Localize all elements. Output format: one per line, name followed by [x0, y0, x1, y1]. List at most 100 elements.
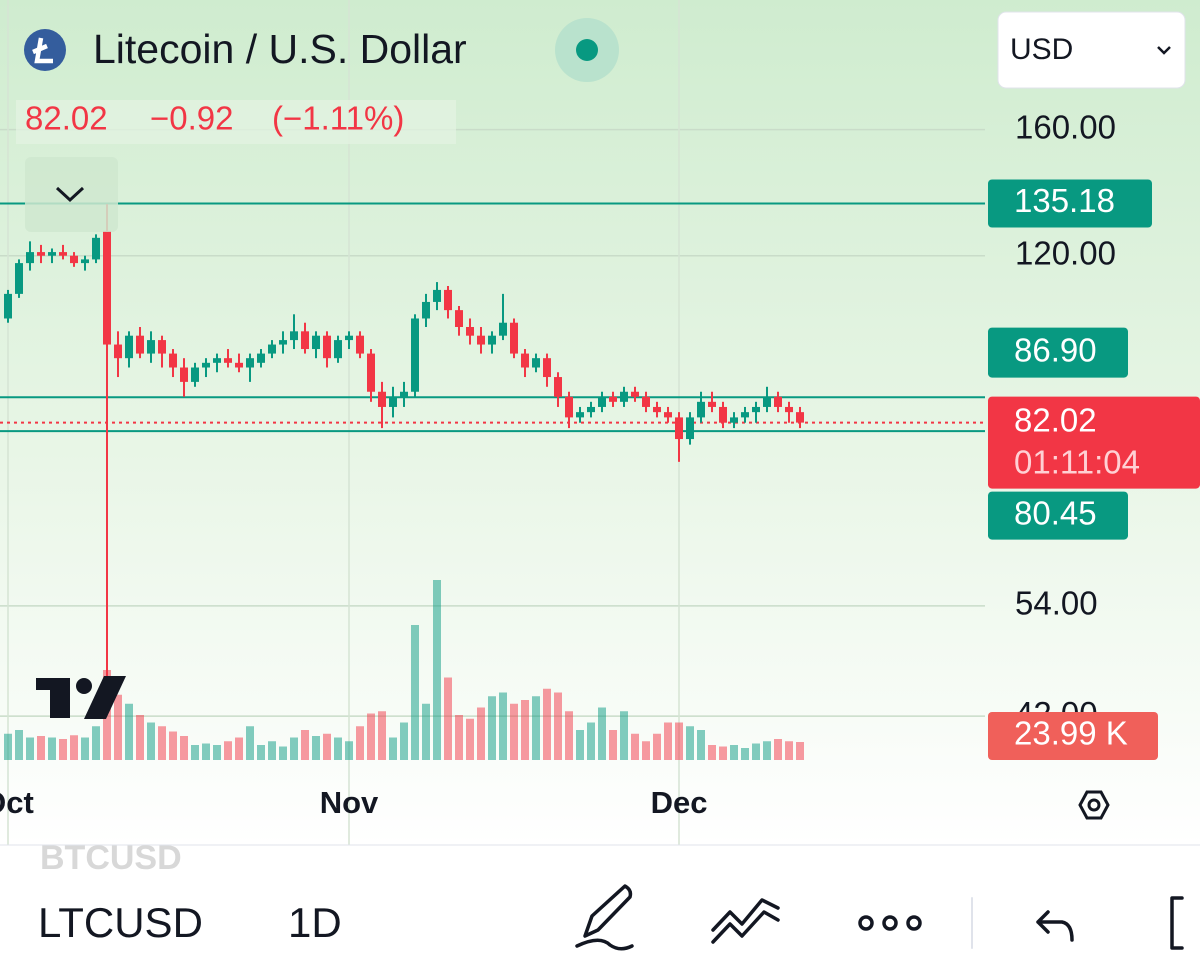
currency-label: USD — [1010, 33, 1073, 66]
settings-button[interactable] — [1078, 790, 1110, 820]
symbol-title[interactable]: Litecoin / U.S. Dollar — [93, 26, 467, 72]
tv-logo — [36, 676, 126, 719]
candle-body — [26, 252, 34, 264]
candle-body — [642, 396, 650, 407]
volume-tag — [988, 712, 1158, 761]
volume-bar — [246, 726, 254, 760]
price-line-tag — [988, 179, 1152, 228]
price-line-tag-label: 135.18 — [1014, 182, 1115, 219]
candle-body — [576, 412, 584, 418]
volume-bar — [81, 737, 89, 760]
candle-body — [114, 344, 122, 359]
x-tick-label: Nov — [320, 785, 379, 820]
candle-body — [719, 406, 727, 423]
volume-bar — [631, 733, 639, 760]
price-line-tag — [988, 327, 1128, 378]
price-change-pct: (−1.11%) — [272, 100, 404, 137]
candle-body — [235, 362, 243, 368]
candle-body — [356, 335, 364, 354]
candle-body — [752, 406, 760, 413]
candle-body — [4, 293, 12, 319]
candle-body — [477, 335, 485, 345]
candle-body — [708, 401, 716, 407]
volume-bar — [114, 694, 122, 760]
volume-bar — [180, 736, 188, 760]
candle-body — [455, 310, 463, 327]
last-price-tag — [988, 396, 1200, 489]
volume-bar — [565, 711, 573, 760]
volume-bar — [191, 745, 199, 760]
collapse-button[interactable] — [25, 157, 118, 232]
volume-bar — [609, 730, 617, 760]
candle-body — [488, 335, 496, 345]
chevron-down — [1157, 46, 1171, 55]
volume-bar — [37, 736, 45, 760]
draw-tool-button[interactable] — [575, 884, 634, 951]
candle-body — [400, 391, 408, 397]
volume-bar — [202, 743, 210, 760]
y-tick-label: 120.00 — [1015, 234, 1116, 271]
volume-bar — [400, 722, 408, 760]
more-dot[interactable] — [882, 915, 898, 931]
volume-bar — [334, 737, 342, 760]
candle-body — [763, 396, 771, 407]
candle-body — [543, 358, 551, 378]
volume-bar — [763, 741, 771, 760]
candle-body — [158, 340, 166, 354]
volume-bar — [642, 741, 650, 760]
interval-button[interactable]: 1D — [288, 899, 342, 946]
volume-bar — [224, 741, 232, 760]
y-tick-label: 160.00 — [1015, 108, 1116, 145]
candle-body — [422, 301, 430, 319]
candle-body — [81, 259, 89, 264]
candle-body — [279, 340, 287, 345]
undo-button[interactable] — [1036, 910, 1074, 942]
candle-body — [466, 326, 474, 336]
x-tick-label: Dec — [651, 785, 708, 820]
volume-bar — [389, 737, 397, 760]
collapse-icon — [55, 186, 85, 203]
volume-bar — [796, 742, 804, 760]
volume-bar — [301, 730, 309, 760]
volume-bar — [477, 707, 485, 760]
candle-body — [37, 252, 45, 256]
volume-bar — [730, 745, 738, 760]
candle-body — [125, 335, 133, 359]
volume-bar — [598, 707, 606, 760]
fullscreen-button[interactable] — [1170, 896, 1184, 950]
volume-bar — [433, 580, 441, 760]
candle-body — [598, 396, 606, 407]
indicators-button[interactable] — [711, 898, 780, 944]
candle-body — [521, 353, 529, 368]
volume-bar — [169, 731, 177, 760]
currency-select[interactable] — [997, 11, 1186, 89]
candle-body — [675, 417, 683, 440]
candle-body — [191, 367, 199, 382]
more-dot[interactable] — [858, 915, 874, 931]
volume-bar — [719, 746, 727, 760]
last-price-tag-label: 82.02 — [1014, 401, 1097, 438]
volume-bar — [543, 688, 551, 760]
candle-body — [609, 396, 617, 402]
symbol-button[interactable]: LTCUSD — [38, 899, 203, 946]
volume-bar — [774, 739, 782, 760]
more-dot[interactable] — [906, 915, 922, 931]
volume-tag-label: 23.99 K — [1014, 715, 1128, 752]
volume-bar — [521, 700, 529, 760]
volume-bar — [587, 722, 595, 760]
volume-bar — [213, 745, 221, 760]
volume-bar — [411, 625, 419, 760]
volume-bar — [345, 741, 353, 760]
compare-symbol[interactable]: BTCUSD — [40, 839, 182, 877]
volume-bar — [70, 735, 78, 760]
header: Litecoin / U.S. Dollar 82.02 −0.92 (−1.1… — [16, 11, 1186, 232]
volume-bar — [279, 746, 287, 760]
volume-bar — [59, 739, 67, 760]
volume-bar — [455, 715, 463, 760]
market-open-dot[interactable] — [576, 39, 598, 61]
volume-bar — [323, 733, 331, 760]
price-change: −0.92 — [150, 100, 234, 137]
candle-body — [532, 358, 540, 368]
bar-countdown: 01:11:04 — [1014, 443, 1140, 480]
